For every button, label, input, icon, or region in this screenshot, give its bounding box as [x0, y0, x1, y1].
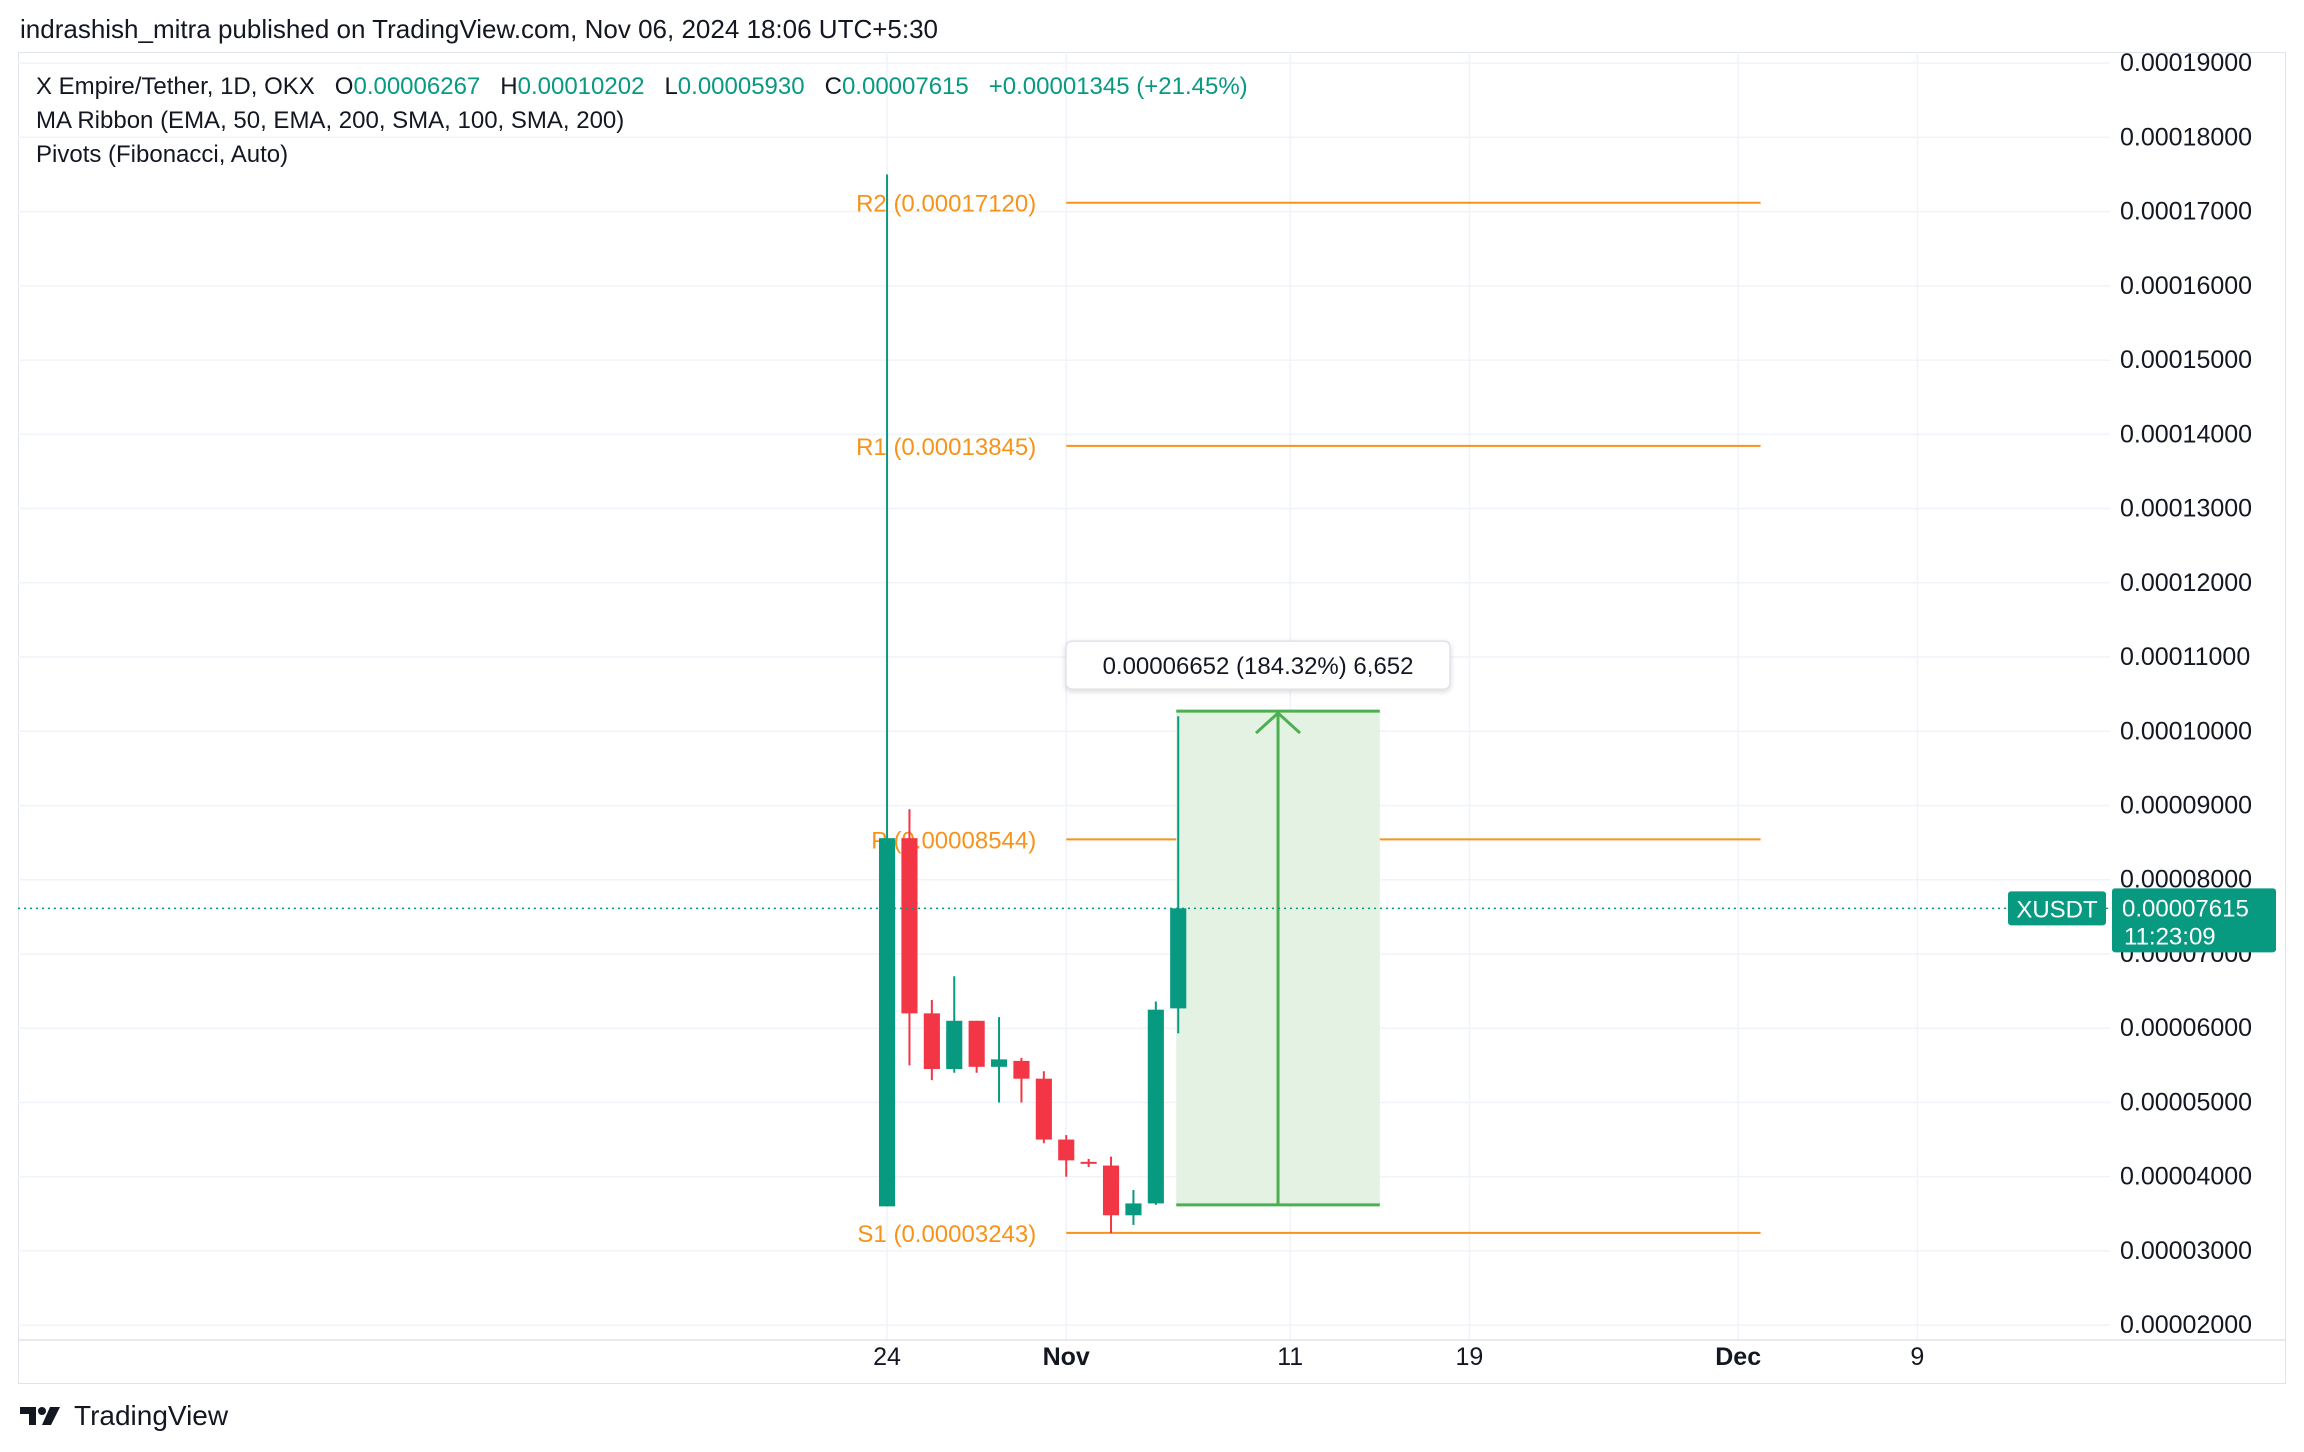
- y-axis-tick-label: 0.00003000: [2120, 1237, 2252, 1265]
- ohlc-row: X Empire/Tether, 1D, OKX O0.00006267 H0.…: [36, 70, 1248, 104]
- y-axis-tick-label: 0.00014000: [2120, 420, 2252, 448]
- candle-body-down: [1080, 1161, 1097, 1164]
- change-value: +0.00001345 (+21.45%): [988, 73, 1248, 100]
- low-value: 0.00005930: [677, 73, 805, 100]
- y-axis-tick-label: 0.00019000: [2120, 49, 2252, 77]
- pivot-label: R2 (0.00017120): [856, 191, 1036, 218]
- x-axis-tick-label: 24: [873, 1343, 901, 1371]
- chart-legend: X Empire/Tether, 1D, OKX O0.00006267 H0.…: [36, 70, 1248, 172]
- symbol-tag-box: [2008, 891, 2106, 926]
- candle-body-down: [1013, 1060, 1030, 1079]
- low-label: L: [664, 73, 678, 100]
- candle-body-down: [901, 838, 918, 1014]
- candle-body-up: [1170, 908, 1187, 1009]
- pivot-label: P (0.00008544): [871, 827, 1036, 854]
- pivot-label: S1 (0.00003243): [857, 1221, 1036, 1248]
- open-value: 0.00006267: [353, 73, 481, 100]
- y-axis-tick-label: 0.00013000: [2120, 495, 2252, 523]
- candle-body-down: [1058, 1139, 1075, 1161]
- high-label: H: [500, 73, 518, 100]
- candle-body-down: [1035, 1078, 1052, 1140]
- pivot-label: R1 (0.00013845): [856, 434, 1036, 461]
- symbol-tag: XUSDT: [2016, 896, 2098, 923]
- y-axis-tick-label: 0.00010000: [2120, 717, 2252, 745]
- y-axis-tick-label: 0.00018000: [2120, 123, 2252, 151]
- measure-label: 0.00006652 (184.32%) 6,652: [1103, 653, 1414, 680]
- tradingview-logo-icon: [20, 1407, 60, 1425]
- candle-body-down: [1102, 1165, 1120, 1216]
- chart-frame[interactable]: [18, 52, 2286, 1384]
- candle-body-up: [878, 838, 896, 1207]
- footer-brand: TradingView: [74, 1400, 229, 1431]
- y-axis-tick-label: 0.00004000: [2120, 1163, 2252, 1191]
- bar-countdown-label: 11:23:09: [2124, 923, 2216, 950]
- x-axis-tick-label: 9: [1910, 1343, 1924, 1371]
- close-label: C: [824, 73, 842, 100]
- y-axis-tick-label: 0.00011000: [2120, 643, 2250, 671]
- measure-label-box: [1065, 640, 1451, 690]
- open-label: O: [334, 73, 354, 100]
- candle-body-up: [1125, 1203, 1142, 1216]
- x-axis-tick-label: 19: [1456, 1343, 1484, 1371]
- high-value: 0.00010202: [517, 73, 645, 100]
- x-axis-tick-label: Nov: [1043, 1343, 1090, 1371]
- last-price-label: 0.00007615: [2122, 895, 2249, 922]
- publish-info: indrashish_mitra published on TradingVie…: [20, 14, 939, 44]
- y-axis-tick-label: 0.00002000: [2120, 1311, 2252, 1339]
- candle-body-up: [1147, 1009, 1164, 1204]
- last-price-box: [2112, 888, 2276, 953]
- y-axis-tick-label: 0.00012000: [2120, 569, 2252, 597]
- candle-body-down: [968, 1020, 985, 1067]
- indicator-ma-ribbon[interactable]: MA Ribbon (EMA, 50, EMA, 200, SMA, 100, …: [36, 107, 625, 134]
- y-axis-tick-label: 0.00006000: [2120, 1014, 2252, 1042]
- y-axis-tick-label: 0.00015000: [2120, 346, 2252, 374]
- measure-arrow-head-icon: [1255, 711, 1302, 735]
- y-axis-tick-label: 0.00017000: [2120, 198, 2252, 226]
- close-value: 0.00007615: [841, 73, 969, 100]
- x-axis-tick-label: 11: [1277, 1343, 1303, 1371]
- x-axis-tick-label: Dec: [1715, 1343, 1761, 1371]
- y-axis-tick-label: 0.00009000: [2120, 791, 2252, 819]
- y-axis-tick-label: 0.00005000: [2120, 1088, 2252, 1116]
- y-axis-tick-label: 0.00016000: [2120, 272, 2252, 300]
- indicator-pivots[interactable]: Pivots (Fibonacci, Auto): [36, 141, 289, 168]
- footer: TradingView: [20, 1400, 228, 1432]
- symbol-name[interactable]: X Empire/Tether, 1D, OKX: [36, 73, 315, 100]
- candle-body-down: [923, 1013, 940, 1070]
- candle-body-up: [946, 1020, 963, 1070]
- candle-body-up: [990, 1059, 1008, 1067]
